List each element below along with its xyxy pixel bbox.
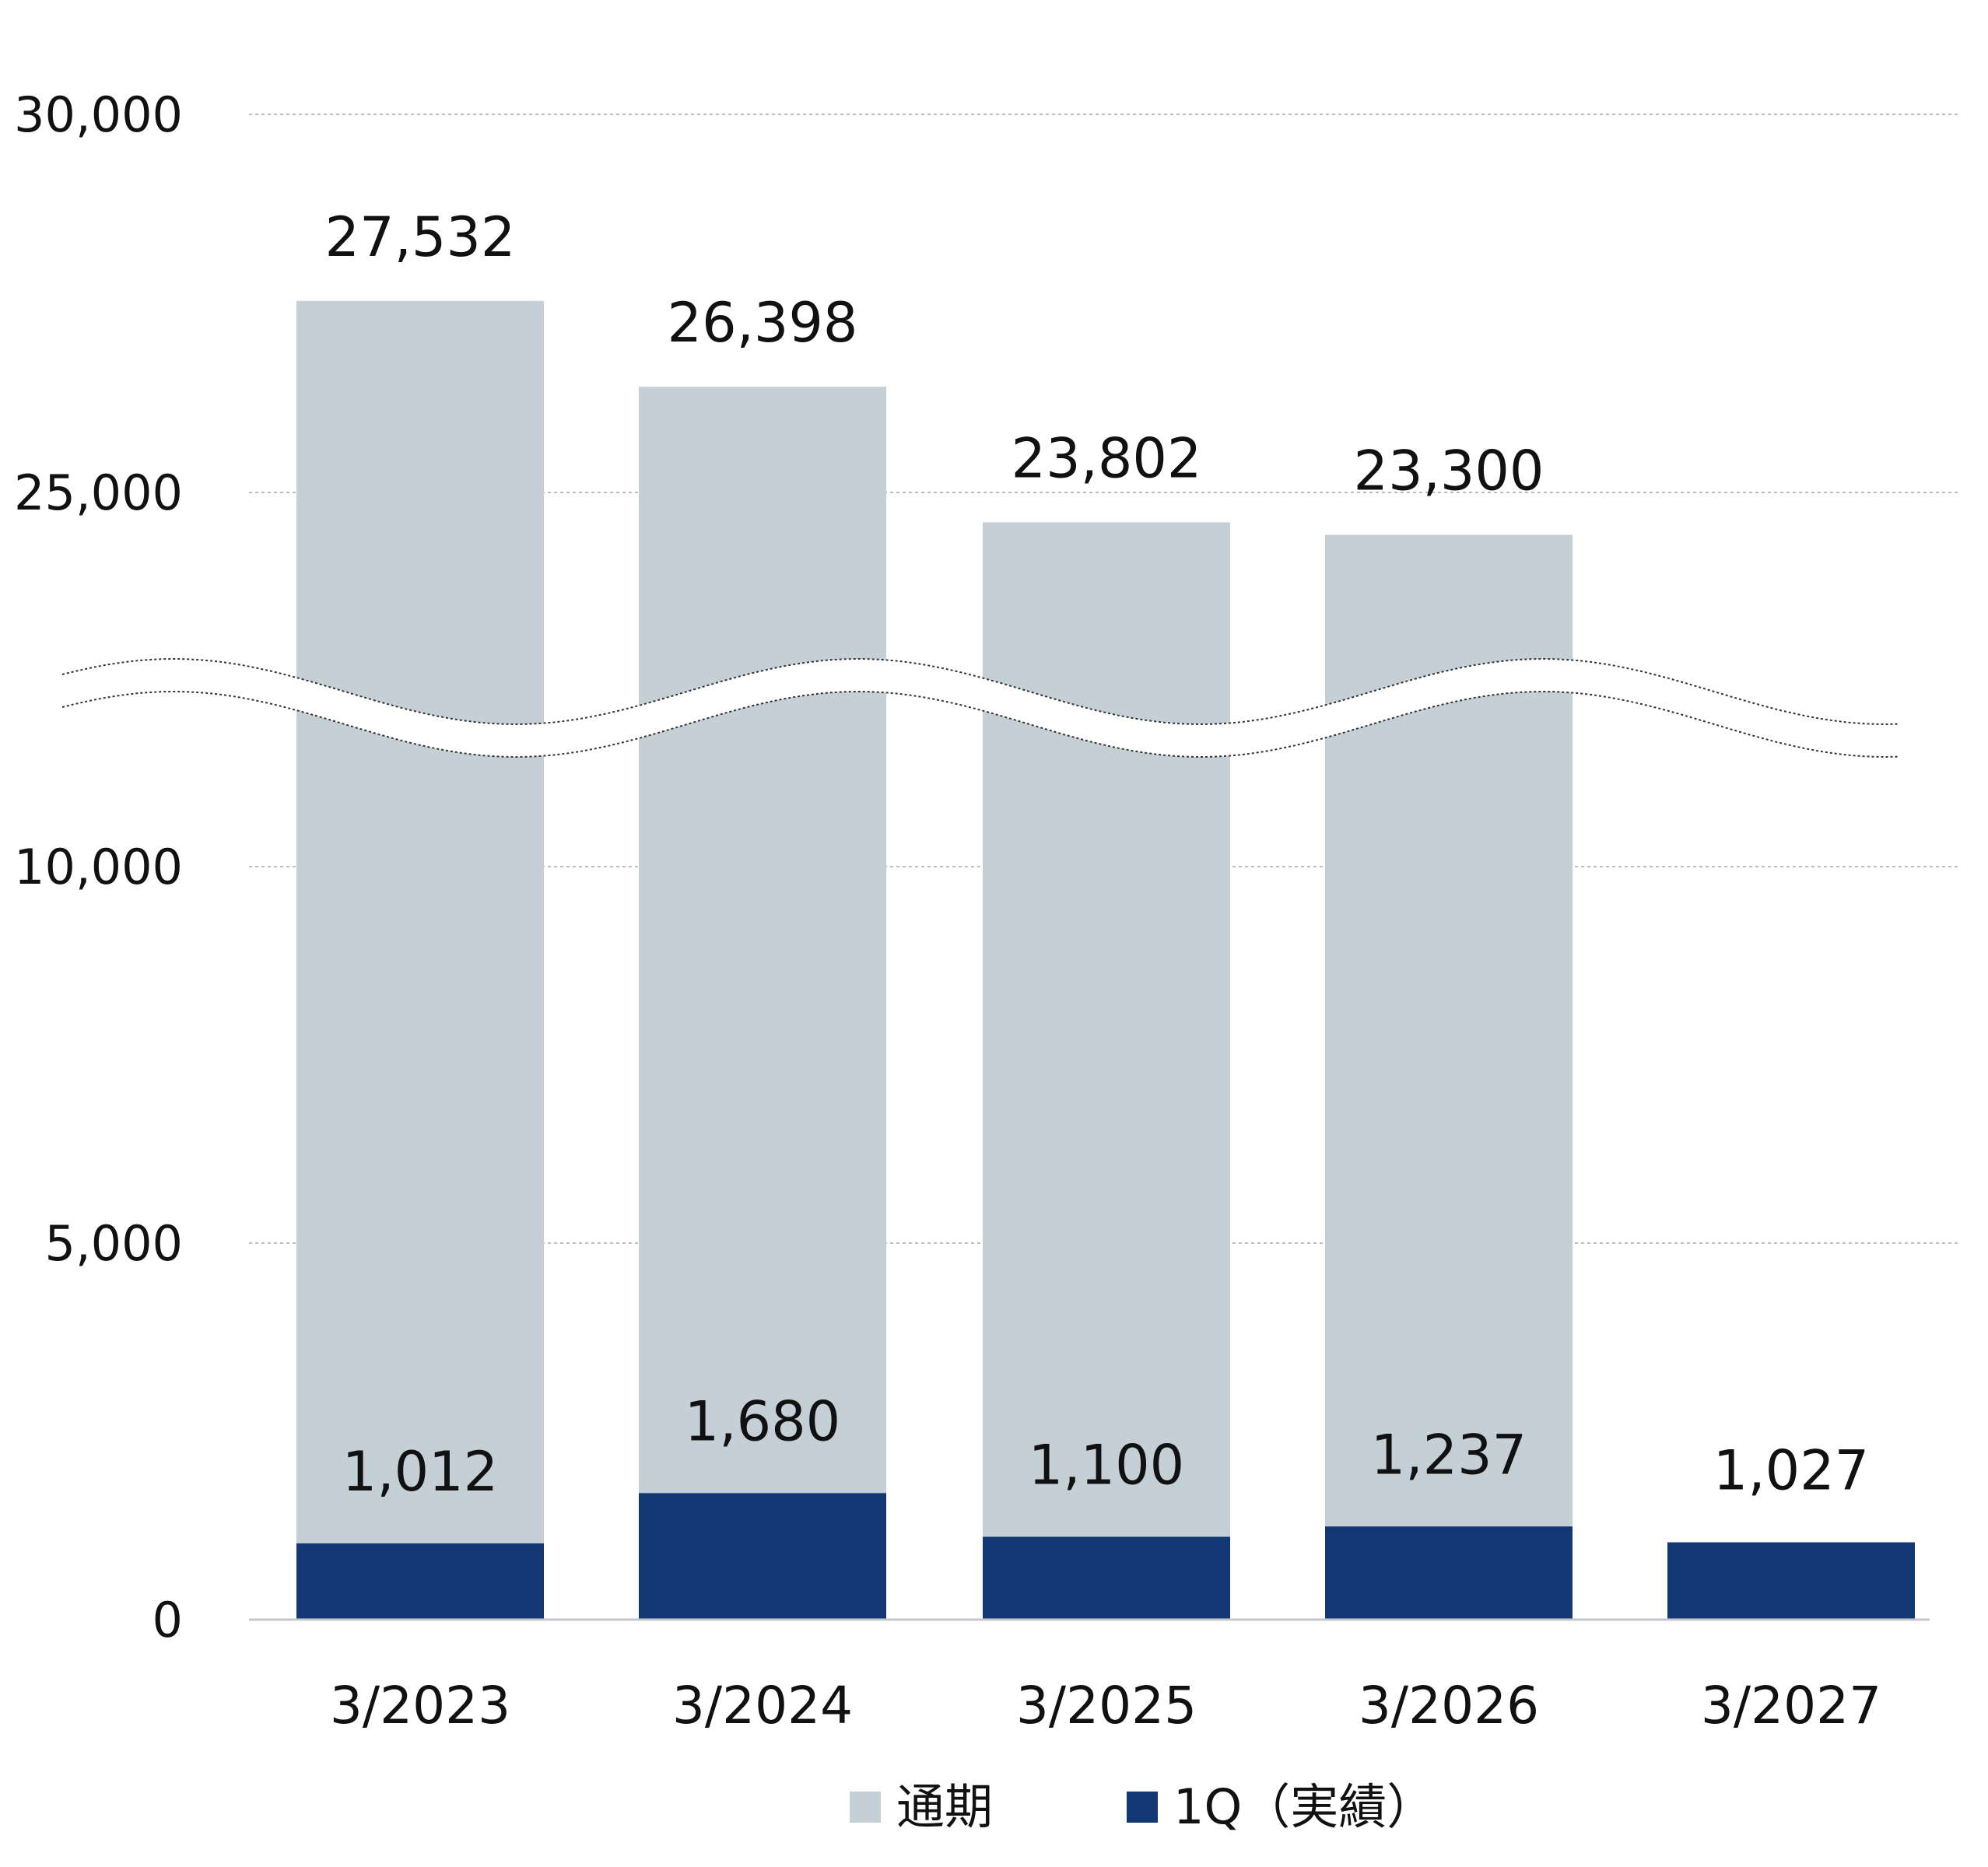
bar-1q — [983, 1536, 1230, 1620]
data-label-full-year: 23,300 — [1354, 440, 1544, 503]
x-tick-label: 3/2027 — [1701, 1676, 1881, 1736]
x-tick-label: 3/2023 — [330, 1676, 510, 1736]
legend-1q-swatch — [1127, 1792, 1158, 1823]
x-tick-label: 3/2024 — [672, 1676, 853, 1736]
y-tick-label: 25,000 — [14, 464, 183, 521]
y-tick-label: 0 — [153, 1592, 183, 1648]
data-label-1q: 1,027 — [1713, 1439, 1869, 1503]
data-label-1q: 1,237 — [1371, 1423, 1527, 1487]
data-label-full-year: 26,398 — [668, 291, 858, 355]
y-tick-label: 5,000 — [45, 1215, 184, 1272]
data-label-1q: 1,680 — [685, 1389, 840, 1453]
legend-1q-label: 1Q（実績） — [1173, 1778, 1435, 1835]
data-label-full-year: 23,802 — [1012, 426, 1202, 490]
data-label-1q: 1,100 — [1029, 1434, 1184, 1497]
data-label-full-year: 27,532 — [325, 205, 516, 269]
bar-full-year — [639, 387, 886, 1620]
bar-1q — [296, 1543, 544, 1620]
bar-1q — [639, 1493, 886, 1620]
legend-full-year-swatch — [850, 1792, 881, 1823]
bar-1q — [1325, 1526, 1573, 1620]
axis-break-band — [62, 659, 1899, 757]
x-tick-label: 3/2025 — [1016, 1676, 1197, 1736]
bar-full-year — [296, 300, 544, 1620]
y-tick-label: 30,000 — [14, 86, 183, 143]
x-tick-label: 3/2026 — [1359, 1676, 1539, 1736]
y-tick-label: 10,000 — [14, 839, 183, 895]
data-label-1q: 1,012 — [342, 1440, 498, 1504]
legend-full-year-label: 通期 — [896, 1778, 993, 1835]
bar-1q — [1667, 1542, 1915, 1620]
